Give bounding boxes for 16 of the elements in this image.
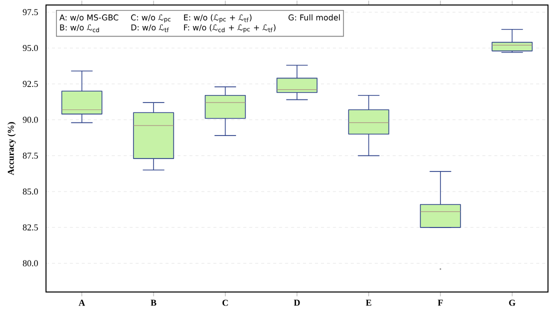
x-tick-label: C <box>222 300 228 306</box>
x-tick-label: E <box>366 300 372 306</box>
y-tick-label: 80.0 <box>22 260 38 266</box>
y-tick-label: 90.0 <box>22 116 38 123</box>
y-axis-title: Accuracy (%) <box>8 122 16 176</box>
y-tick-label: 97.5 <box>22 9 38 16</box>
y-tick-label: 87.5 <box>22 152 38 159</box>
x-tick-label: B <box>150 300 156 306</box>
y-tick-label: 82.5 <box>22 224 38 230</box>
x-tick-label: A <box>78 300 86 306</box>
y-tick-label: 92.5 <box>22 80 38 87</box>
y-tick-label: 95.0 <box>22 45 38 52</box>
y-tick-label: 85.0 <box>22 188 38 195</box>
x-tick-label: D <box>294 300 300 306</box>
x-tick-label: G <box>509 300 516 306</box>
x-tick-label: F <box>438 300 443 306</box>
